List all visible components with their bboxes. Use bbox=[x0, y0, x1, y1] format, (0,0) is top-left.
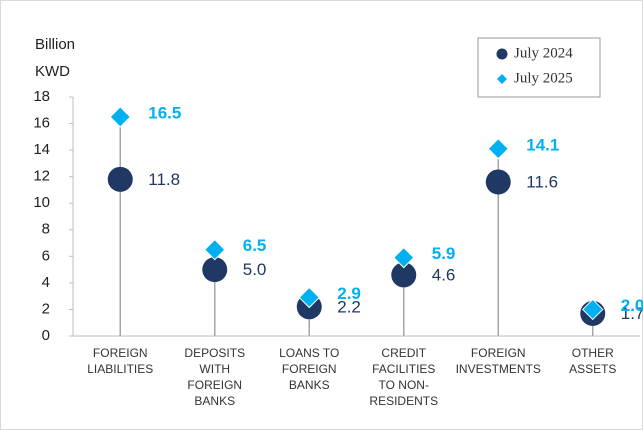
circle-marker bbox=[202, 257, 228, 283]
x-tick-label: FACILITIES bbox=[372, 362, 435, 376]
value-label: 14.1 bbox=[526, 135, 559, 154]
diamond-marker bbox=[582, 298, 604, 321]
diamond-marker bbox=[109, 106, 131, 128]
x-tick-label: ASSETS bbox=[569, 362, 616, 376]
x-tick-label: WITH bbox=[199, 362, 230, 376]
diamond-marker bbox=[204, 238, 226, 261]
value-label: 16.5 bbox=[148, 103, 181, 122]
y-tick-label: 6 bbox=[42, 247, 50, 264]
circle-marker bbox=[107, 166, 133, 192]
x-tick-label: TO NON- bbox=[379, 378, 429, 392]
value-label: 1.7 bbox=[621, 304, 643, 323]
y-tick-label: 2 bbox=[42, 300, 50, 317]
y-tick-label: 18 bbox=[33, 88, 50, 105]
value-label: 11.6 bbox=[526, 172, 558, 191]
y-tick-label: 12 bbox=[33, 168, 50, 185]
y-tick-label: 0 bbox=[42, 327, 50, 344]
x-tick-label: INVESTMENTS bbox=[456, 362, 541, 376]
legend-marker bbox=[497, 74, 507, 84]
circle-marker bbox=[391, 262, 417, 288]
value-label: 5.0 bbox=[243, 260, 267, 279]
x-tick-label: DEPOSITS bbox=[184, 346, 245, 360]
value-label: 2.0 bbox=[621, 296, 643, 315]
x-tick-label: OTHER bbox=[572, 346, 614, 360]
x-tick-label: CREDIT bbox=[381, 346, 426, 360]
x-tick-label: LOANS TO bbox=[279, 346, 339, 360]
value-label: 2.9 bbox=[337, 284, 361, 303]
y-axis-label: KWD bbox=[35, 63, 70, 80]
diamond-marker bbox=[487, 138, 509, 160]
value-label: 5.9 bbox=[432, 244, 456, 263]
legend-box bbox=[477, 37, 601, 98]
legend-label: July 2025 bbox=[514, 70, 573, 86]
circle-marker bbox=[485, 169, 511, 195]
x-tick-label: FOREIGN bbox=[282, 362, 337, 376]
y-tick-label: 8 bbox=[42, 221, 50, 238]
x-tick-label: FOREIGN bbox=[471, 346, 526, 360]
legend-marker bbox=[496, 48, 508, 60]
value-label: 2.2 bbox=[337, 297, 361, 316]
x-tick-label: RESIDENTS bbox=[369, 394, 438, 408]
legend-label: July 2024 bbox=[514, 45, 573, 61]
x-tick-label: FOREIGN bbox=[93, 346, 148, 360]
y-tick-label: 14 bbox=[33, 141, 50, 158]
x-tick-label: BANKS bbox=[289, 378, 330, 392]
diamond-marker bbox=[393, 246, 415, 269]
y-tick-label: 4 bbox=[42, 274, 50, 291]
value-label: 4.6 bbox=[432, 265, 456, 284]
value-label: 11.8 bbox=[148, 170, 180, 189]
y-tick-label: 16 bbox=[33, 115, 50, 132]
x-tick-label: FOREIGN bbox=[187, 378, 242, 392]
value-label: 6.5 bbox=[243, 236, 267, 255]
y-tick-label: 10 bbox=[33, 194, 50, 211]
x-tick-label: LIABILITIES bbox=[87, 362, 153, 376]
y-axis-label: Billion bbox=[35, 36, 75, 53]
diamond-marker bbox=[298, 286, 320, 309]
x-tick-label: BANKS bbox=[194, 394, 235, 408]
